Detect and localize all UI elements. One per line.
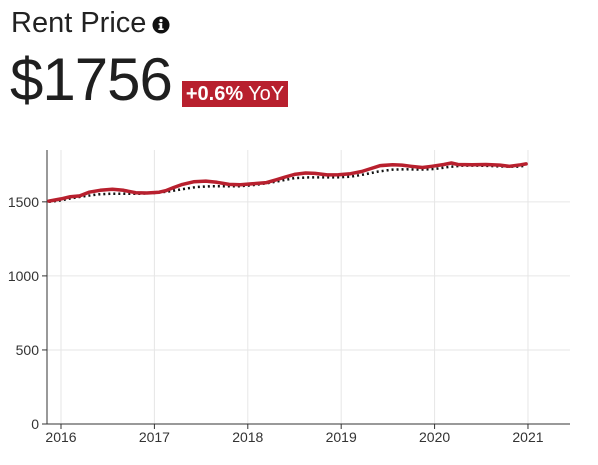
- title-row: Rent Price: [11, 6, 170, 40]
- yoy-badge: +0.6% YoY: [181, 81, 289, 107]
- x-tick-label: 2019: [326, 429, 357, 445]
- x-tick-label: 2020: [419, 429, 450, 445]
- x-tick-label: 2018: [232, 429, 263, 445]
- x-tick-label: 2021: [512, 429, 543, 445]
- yoy-change-value: +0.6%: [185, 83, 244, 105]
- page-title: Rent Price: [11, 7, 147, 39]
- y-tick-label: 1500: [8, 194, 39, 210]
- x-tick-label: 2017: [139, 429, 170, 445]
- current-price: $1756: [10, 46, 173, 113]
- y-tick-label: 1000: [8, 268, 39, 284]
- y-tick-label: 0: [31, 416, 39, 432]
- info-circle-icon[interactable]: [152, 16, 170, 34]
- series-line-dotted: [48, 164, 527, 204]
- y-tick-label: 500: [16, 342, 40, 358]
- x-tick-label: 2016: [45, 429, 76, 445]
- series-line-solid: [47, 161, 528, 203]
- yoy-change-suffix: YoY: [248, 83, 285, 105]
- price-row: $1756 +0.6% YoY: [10, 44, 289, 116]
